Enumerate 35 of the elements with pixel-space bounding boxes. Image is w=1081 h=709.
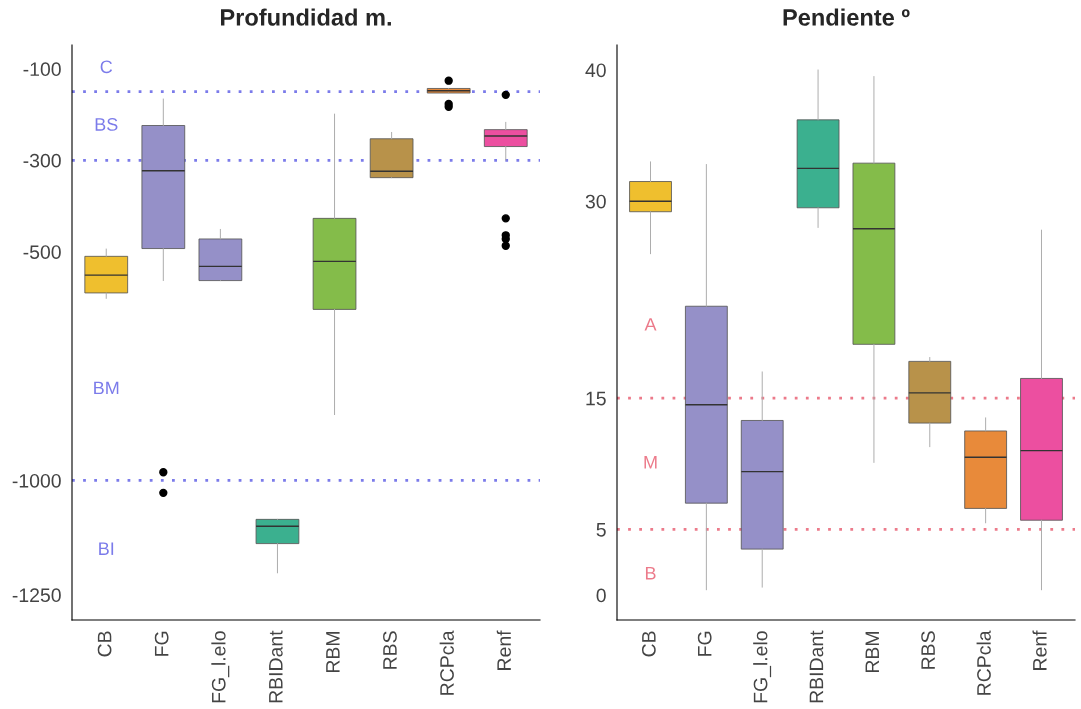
- y-tick-label: -500: [23, 245, 61, 259]
- x-tick-label: RBS: [383, 631, 397, 669]
- y-tick-label: 30: [585, 194, 606, 209]
- chart-title: Pendiente º: [783, 8, 910, 26]
- annotation: B: [645, 566, 656, 580]
- annotation: BS: [95, 118, 118, 131]
- y-tick-label: 0: [596, 588, 606, 603]
- x-tick-label: Renf: [1032, 630, 1047, 670]
- y-tick-label: 5: [596, 523, 606, 537]
- x-tick-label: RCPcla: [976, 630, 991, 695]
- x-tick-label: RBIDant: [269, 630, 283, 703]
- x-tick-label: FG_l.elo: [211, 631, 230, 703]
- x-tick-label: FG: [154, 631, 169, 656]
- annotation: BM: [94, 381, 119, 395]
- chart-title: Profundidad m.: [221, 8, 391, 26]
- x-tick-label: RBM: [865, 632, 879, 673]
- x-tick-label: RCPcla: [439, 630, 454, 695]
- x-tick-label: FG: [697, 631, 712, 656]
- x-tick-label: RBM: [326, 632, 340, 673]
- x-tick-label: RBS: [921, 631, 935, 669]
- y-tick-label: -1000: [12, 473, 61, 488]
- y-tick-label: -1250: [12, 588, 61, 603]
- x-tick-label: CB: [97, 631, 112, 657]
- y-tick-label: 40: [585, 63, 606, 78]
- x-tick-label: CB: [641, 631, 656, 657]
- y-tick-label: -100: [23, 62, 61, 77]
- x-tick-label: RBIDant: [809, 630, 824, 703]
- x-tick-label: Renf: [496, 630, 511, 670]
- x-tick-label: FG_l.elo: [753, 631, 772, 703]
- y-tick-label: 15: [586, 391, 606, 406]
- annotation: BI: [99, 542, 114, 555]
- annotation: M: [644, 456, 657, 469]
- y-tick-label: -300: [23, 153, 61, 168]
- annotation: C: [100, 60, 113, 74]
- annotation: A: [644, 318, 657, 331]
